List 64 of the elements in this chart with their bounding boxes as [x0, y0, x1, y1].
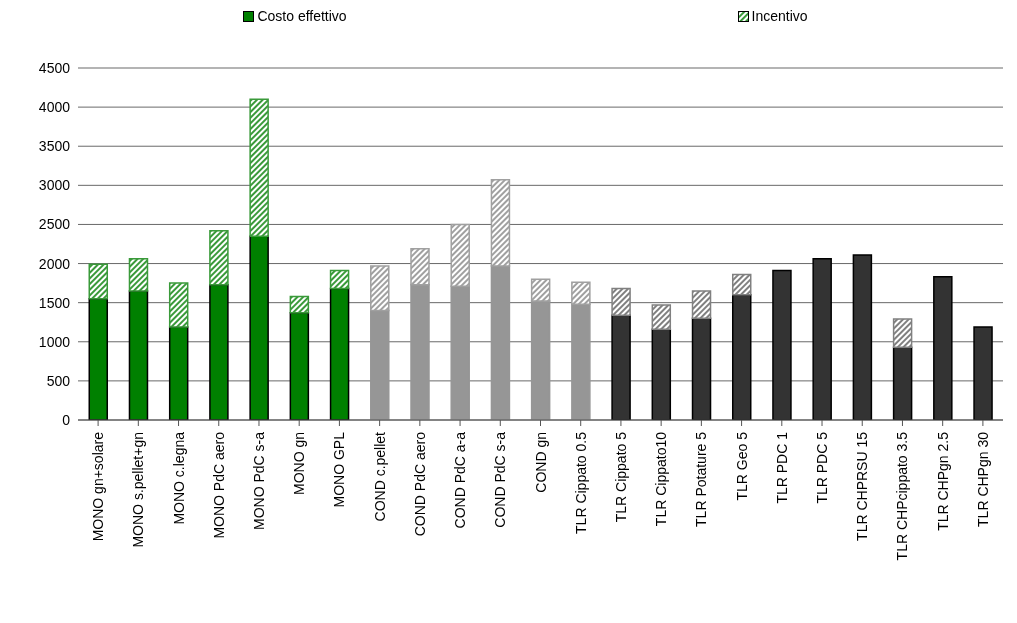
x-tick-label: TLR PDC 1 — [773, 431, 790, 504]
bar — [128, 290, 149, 420]
x-tick-label: COND PdC aero — [411, 431, 428, 537]
x-tick-label: MONO c.legna — [170, 431, 187, 525]
bar — [973, 326, 993, 420]
bar — [289, 295, 310, 314]
bar — [651, 328, 672, 420]
x-tick-label: MONO GPL — [331, 431, 348, 508]
bar — [611, 287, 631, 316]
bar — [892, 318, 913, 348]
x-tick-label: MONO gn+solare — [90, 431, 107, 542]
y-tick-label: 1000 — [38, 333, 71, 350]
x-tick-label: TLR PDC 5 — [814, 431, 831, 504]
bar — [249, 98, 269, 237]
bar — [128, 258, 149, 292]
bar — [88, 298, 109, 420]
y-tick-label: 3500 — [38, 138, 71, 155]
x-tick-label: MONO gn — [291, 432, 308, 496]
bar — [852, 254, 873, 420]
y-tick-label: 3000 — [38, 177, 71, 194]
x-tick-label: MONO s.pellet+gn — [130, 432, 147, 548]
bar — [209, 283, 229, 420]
x-tick-label: COND PdC a-a — [452, 431, 469, 529]
bar — [772, 269, 792, 420]
y-tick-label: 2000 — [38, 255, 71, 272]
bar — [691, 317, 712, 420]
x-tick-label: COND c.pellet — [371, 431, 388, 522]
bar — [691, 290, 712, 320]
legend-label: Costo effettivo — [256, 8, 347, 24]
y-tick-label: 0 — [62, 411, 71, 428]
bar — [933, 276, 953, 420]
bar — [329, 287, 350, 420]
bar — [289, 312, 310, 420]
bar — [892, 346, 913, 420]
x-tick-label: COND gn — [532, 432, 549, 493]
x-tick-label: TLR Potature 5 — [693, 431, 710, 527]
legend-label: Incentivo — [750, 8, 808, 24]
bar — [209, 229, 229, 286]
bar — [731, 294, 752, 420]
bar — [168, 326, 189, 420]
x-tick-label: TLR Geo 5 — [733, 431, 750, 501]
y-tick-label: 1500 — [38, 294, 71, 311]
x-tick-label: MONO PdC s-a — [250, 431, 267, 531]
x-tick-label: TLR CHPgn 30 — [974, 431, 991, 527]
x-tick-label: TLR Cippato 5 — [612, 431, 629, 523]
bar — [611, 314, 631, 420]
y-tick-label: 4000 — [38, 99, 71, 116]
x-tick-label: MONO PdC aero — [210, 431, 227, 539]
x-tick-label: TLR Cippato10 — [653, 431, 670, 527]
y-tick-label: 2500 — [38, 216, 71, 233]
x-tick-label: TLR Cippato 0.5 — [572, 431, 589, 534]
bar — [329, 269, 350, 290]
bar — [731, 273, 752, 296]
x-tick-label: TLR CHPRSU 15 — [854, 431, 871, 541]
bar — [651, 304, 672, 331]
y-tick-label: 500 — [46, 372, 71, 389]
x-tick-label: TLR CHPcippato 3.5 — [894, 431, 911, 561]
bar — [168, 282, 189, 328]
bar — [88, 263, 109, 300]
y-tick-label: 4500 — [38, 59, 71, 76]
bar — [812, 258, 832, 420]
bar — [249, 235, 269, 420]
x-tick-label: TLR CHPgn 2.5 — [934, 431, 951, 531]
x-tick-label: COND PdC s-a — [492, 431, 509, 528]
